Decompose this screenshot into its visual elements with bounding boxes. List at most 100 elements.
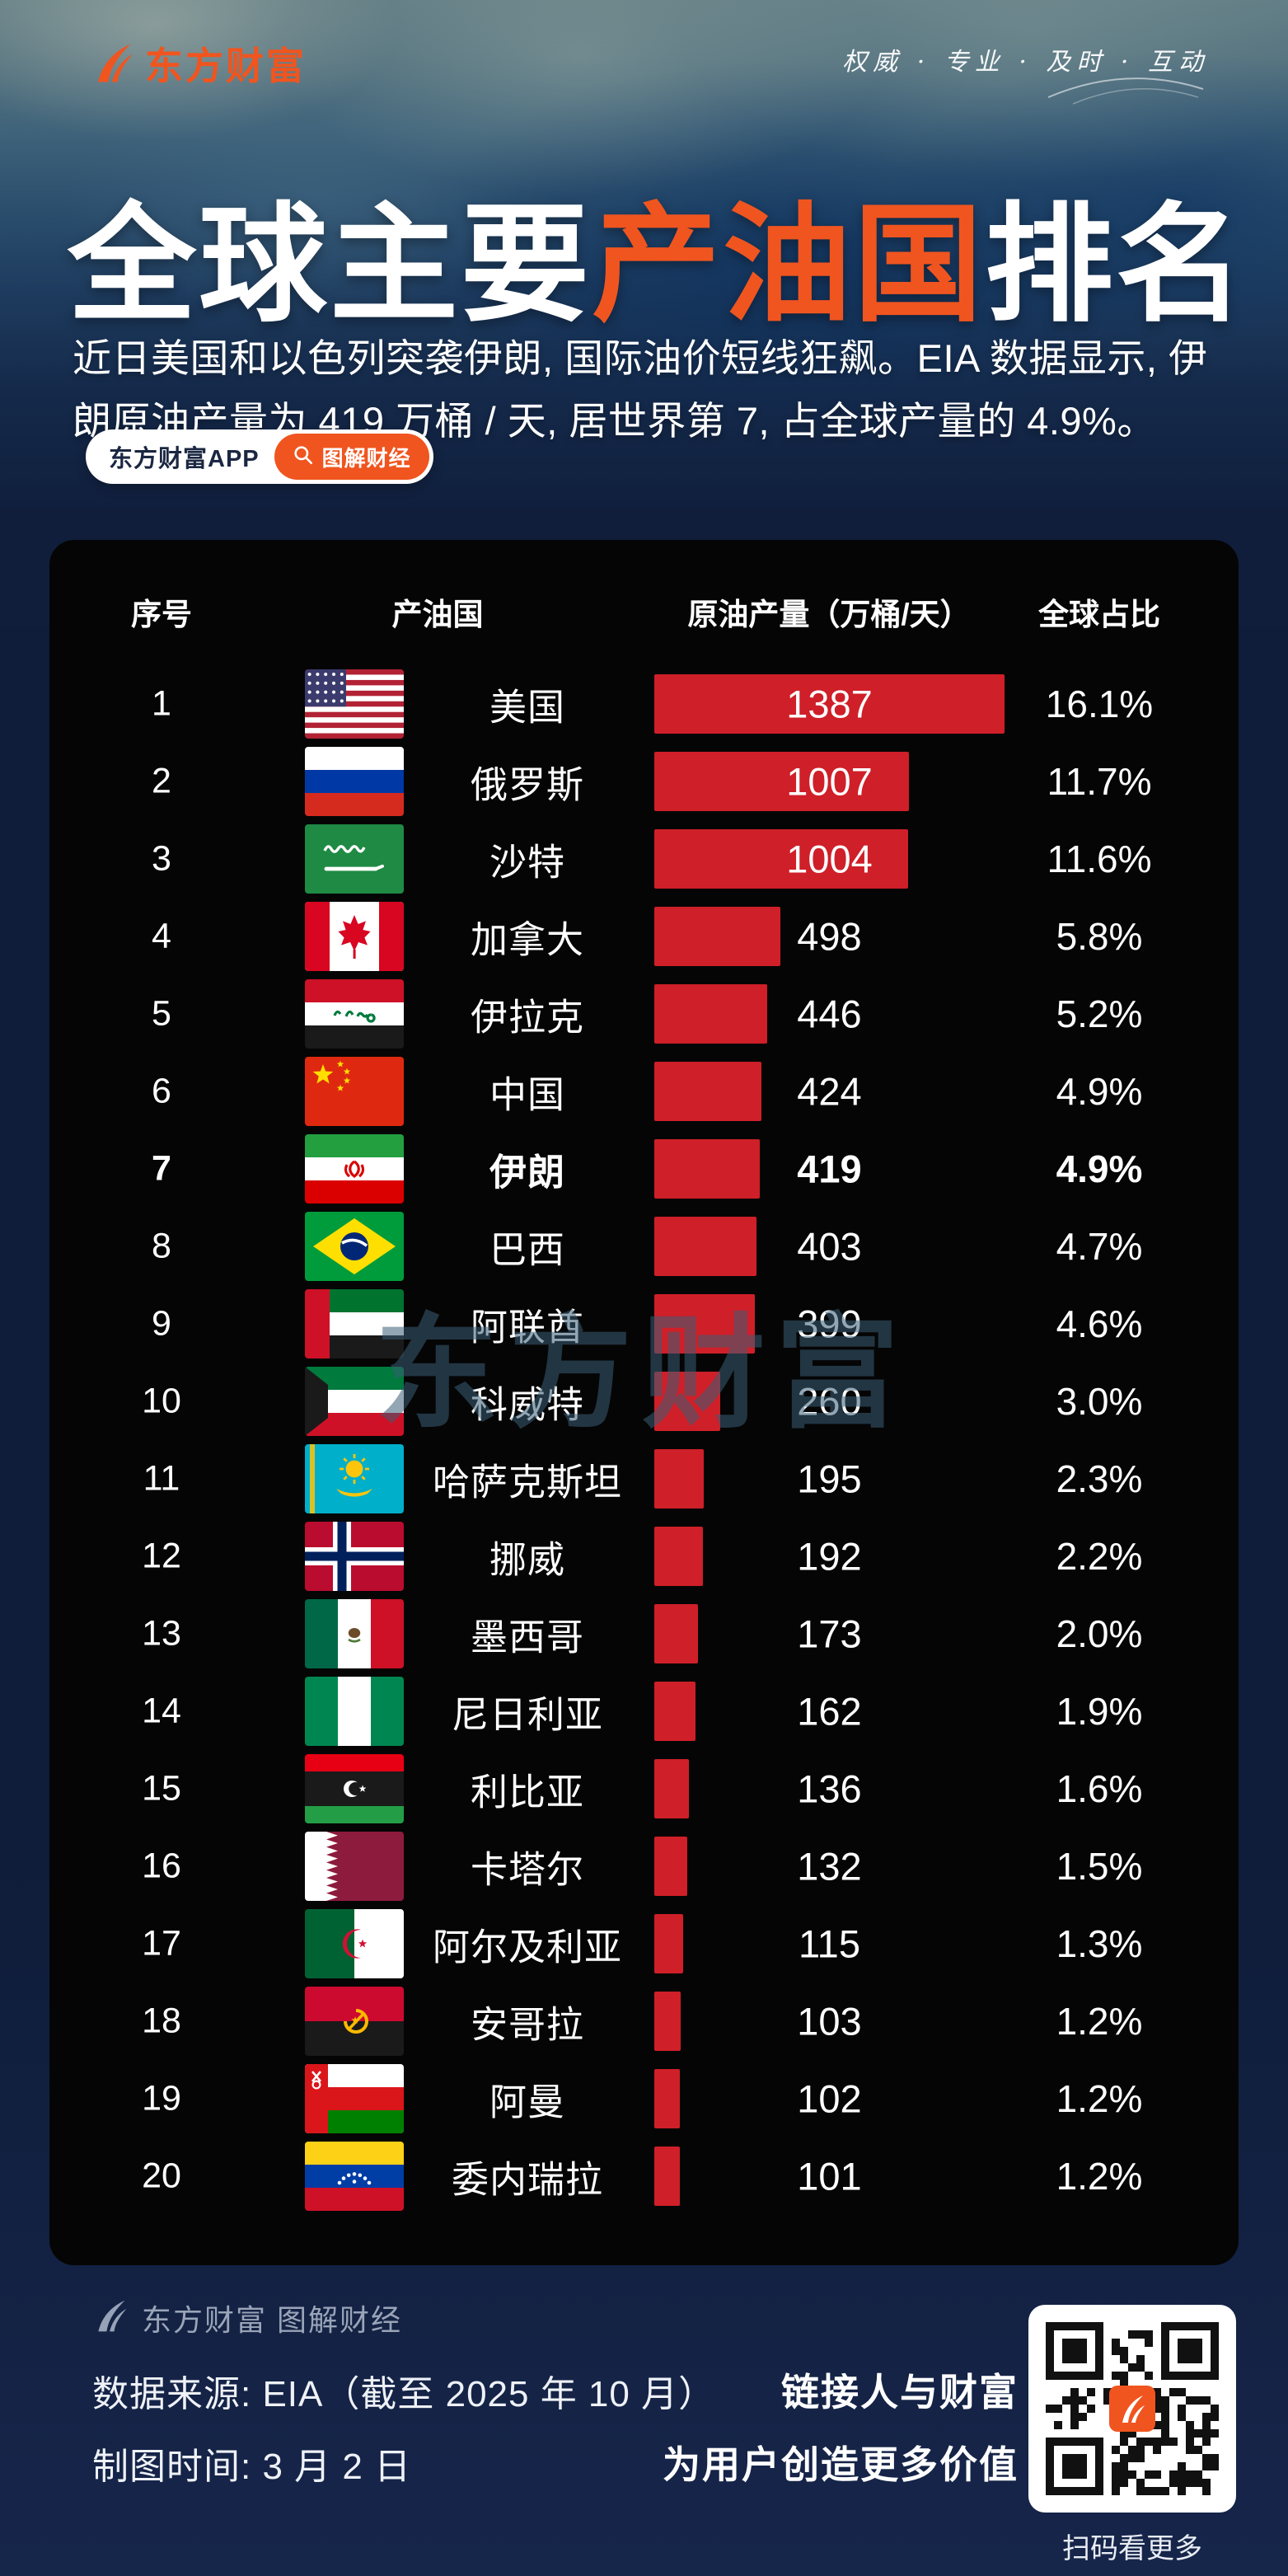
share-value: 4.6%	[1056, 1302, 1143, 1345]
decorative-arcs	[1047, 77, 1204, 105]
rank-cell: 8	[152, 1226, 171, 1266]
app-badge[interactable]: 东方财富APP 图解财经	[86, 429, 433, 484]
country-name: 俄罗斯	[470, 763, 584, 806]
table-row: 20 委内瑞拉 101 1.2%	[49, 2137, 1239, 2215]
flag-china-icon	[305, 1057, 404, 1126]
production-value: 424	[797, 1069, 862, 1114]
table-row: 17 阿尔及利亚 115 1.3%	[49, 1905, 1239, 1982]
rank-cell: 4	[152, 916, 171, 956]
production-bar	[654, 752, 909, 811]
share-value: 1.2%	[1056, 2155, 1143, 2198]
production-bar	[654, 1914, 684, 1973]
share-value: 1.2%	[1056, 2077, 1143, 2120]
share-value: 5.2%	[1056, 992, 1143, 1035]
flag-iran-icon	[305, 1134, 404, 1204]
production-bar	[654, 1062, 761, 1121]
country-name: 阿联酋	[470, 1306, 584, 1349]
production-bar	[654, 1294, 756, 1354]
production-bar	[654, 984, 767, 1044]
rank-cell: 7	[152, 1148, 171, 1189]
production-value: 1387	[786, 682, 873, 726]
country-name: 巴西	[489, 1228, 565, 1271]
header-share: 全球占比	[1038, 598, 1160, 631]
table-row: 7 伊朗 419 4.9%	[49, 1130, 1239, 1208]
footer-brand-text: 东方财富 图解财经	[142, 2303, 403, 2337]
header-production: 原油产量（万桶/天）	[687, 598, 971, 631]
production-value: 136	[797, 1767, 862, 1811]
country-name: 挪威	[489, 1538, 565, 1581]
share-value: 2.0%	[1056, 1612, 1143, 1655]
flag-nigeria-icon	[305, 1677, 404, 1746]
rank-cell: 18	[142, 2001, 181, 2041]
flag-norway-icon	[305, 1522, 404, 1591]
satellite-background	[0, 0, 1288, 626]
production-value: 101	[797, 2154, 862, 2198]
title-highlight: 产油国	[592, 193, 985, 337]
table-row: 8 巴西 403 4.7%	[49, 1208, 1239, 1285]
production-value: 192	[797, 1534, 862, 1579]
header-country: 产油国	[391, 598, 484, 631]
table-row: 19 阿曼 102 1.2%	[49, 2060, 1239, 2137]
flag-libya-icon	[305, 1754, 404, 1823]
qr-caption: 扫码看更多	[1062, 2533, 1202, 2564]
table-row: 14 尼日利亚 162 1.9%	[49, 1673, 1239, 1750]
rank-cell: 14	[142, 1691, 181, 1731]
country-name: 伊朗	[489, 1151, 565, 1194]
rank-cell: 2	[152, 761, 171, 801]
share-value: 4.7%	[1056, 1225, 1143, 1268]
page-title: 全球主要产油国排名	[68, 192, 1247, 340]
flag-algeria-icon	[305, 1909, 404, 1978]
production-bar	[654, 1682, 696, 1741]
flag-mexico-icon	[305, 1599, 404, 1668]
production-value: 173	[797, 1612, 862, 1656]
table-row: 18 安哥拉 103 1.2%	[49, 1982, 1239, 2060]
title-suffix: 排名	[985, 193, 1247, 337]
flag-kuwait-icon	[305, 1367, 404, 1436]
production-value: 132	[797, 1844, 862, 1889]
share-value: 4.9%	[1056, 1147, 1143, 1190]
production-bar	[654, 674, 1005, 734]
production-bar	[654, 2147, 680, 2206]
share-value: 16.1%	[1045, 683, 1154, 725]
share-value: 1.2%	[1056, 2000, 1143, 2043]
production-value: 260	[797, 1379, 862, 1424]
title-prefix: 全球主要	[68, 193, 592, 337]
flag-russia-icon	[305, 747, 404, 816]
production-value: 498	[797, 914, 862, 959]
badge-row: 东方财富APP 图解财经	[86, 429, 433, 484]
country-name: 委内瑞拉	[451, 2158, 603, 2201]
eastmoney-swoosh-icon	[91, 41, 135, 86]
share-value: 2.3%	[1056, 1457, 1143, 1500]
flag-oman-icon	[305, 2064, 404, 2133]
column-tag-label: 图解财经	[321, 445, 411, 471]
production-value: 419	[797, 1147, 862, 1191]
country-name: 卡塔尔	[470, 1848, 584, 1891]
header-rank: 序号	[131, 598, 192, 631]
footer-slogan-line2: 为用户创造更多价值	[663, 2443, 1019, 2487]
flag-brazil-icon	[305, 1212, 404, 1281]
country-name: 利比亚	[470, 1771, 584, 1814]
app-badge-label: 东方财富APP	[109, 446, 260, 472]
table-row: 2 俄罗斯 1007 11.7%	[49, 743, 1239, 820]
flag-saudi-icon	[305, 824, 404, 894]
share-value: 1.9%	[1056, 1690, 1143, 1733]
ranking-table-panel: 序号 产油国 原油产量（万桶/天） 全球占比 1 美国 1387 16.1% 2…	[49, 540, 1239, 2265]
country-name: 哈萨克斯坦	[432, 1461, 622, 1504]
rank-cell: 15	[142, 1768, 181, 1809]
country-name: 沙特	[489, 841, 565, 884]
country-name: 阿曼	[489, 2081, 565, 2123]
rank-cell: 9	[152, 1303, 171, 1344]
eastmoney-swoosh-icon-gray	[92, 2298, 129, 2339]
share-value: 3.0%	[1056, 1380, 1143, 1423]
production-bar	[654, 1372, 720, 1431]
production-value: 115	[799, 1921, 860, 1966]
table-row: 12 挪威 192 2.2%	[49, 1518, 1239, 1595]
rank-cell: 17	[142, 1923, 181, 1964]
rank-cell: 20	[142, 2156, 181, 2196]
brand-tagline: 权威 · 专业 · 及时 · 互动	[842, 48, 1209, 77]
country-name: 加拿大	[470, 918, 584, 961]
column-tag-button[interactable]: 图解财经	[274, 434, 429, 480]
table-row: 3 沙特 1004 11.6%	[49, 820, 1239, 898]
rank-cell: 13	[142, 1613, 181, 1654]
